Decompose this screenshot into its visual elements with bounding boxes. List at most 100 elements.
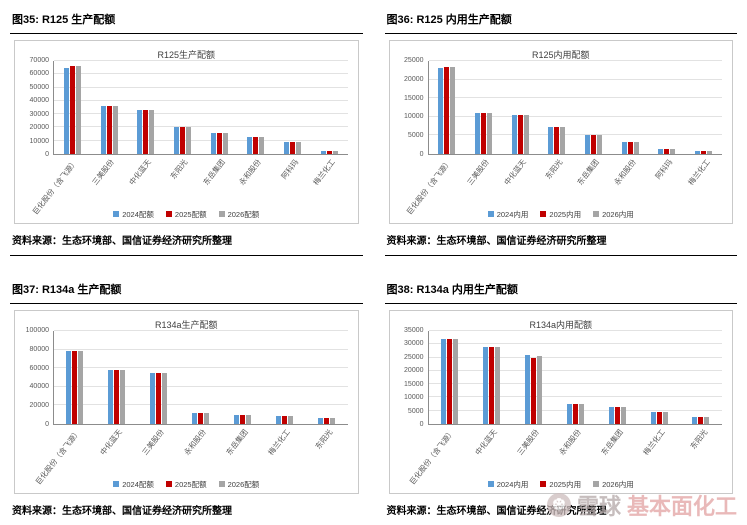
legend-item: 2026内用 — [593, 209, 634, 220]
legend: 2024内用 2025内用 2026内用 — [390, 475, 733, 493]
bar — [704, 417, 710, 424]
bar — [317, 418, 323, 424]
y-tick-label: 50000 — [29, 83, 49, 91]
bar — [536, 356, 542, 424]
x-row: 巨化股份（含飞源） 三美股份 中化蓝天 东阳光 东岳集团 永和股份 阿科玛 梅兰化工 — [19, 155, 348, 217]
bar — [204, 412, 210, 424]
y-tick-label: 25000 — [404, 353, 424, 361]
x-label-cell: 三美股份 — [512, 425, 554, 475]
bar-group — [54, 331, 96, 424]
bar-group — [127, 61, 164, 154]
figure-38: 图38: R134a 内用生产配额 R134a内用配额 0 5000 10000 15… — [384, 278, 737, 525]
figure-heading: 图36: R125 内用生产配额 — [384, 8, 737, 34]
legend-item: 2024配额 — [113, 479, 154, 490]
plot-area — [53, 330, 348, 425]
bar — [517, 114, 523, 154]
x-tick-label: 阿科玛 — [653, 157, 675, 181]
x-label-cell: 巨化股份（含飞源） — [408, 425, 470, 487]
bar — [329, 418, 335, 424]
bar-group — [638, 331, 680, 424]
bar-groups — [429, 331, 723, 424]
bar-group — [237, 61, 274, 154]
bar — [482, 346, 488, 424]
legend-label: 2024内用 — [496, 479, 529, 489]
x-tick-label: 东阳光 — [313, 427, 335, 451]
y-tick-label: 15000 — [404, 94, 424, 102]
bar — [664, 149, 670, 154]
legend-label: 2025内用 — [549, 479, 582, 489]
plot-row: 0 10000 20000 30000 40000 50000 60000 70000 — [19, 57, 348, 158]
bar — [444, 66, 450, 154]
y-tick-label: 15000 — [404, 380, 424, 388]
gridline — [54, 367, 348, 369]
x-label-cell: 三美股份 — [90, 155, 127, 205]
bar-group — [306, 331, 348, 424]
y-tick-label: 70000 — [29, 57, 49, 64]
bar-groups — [54, 61, 348, 154]
bar — [112, 106, 118, 154]
bar-group — [596, 331, 638, 424]
x-label-cell: 东岳集团 — [596, 425, 638, 475]
bar — [627, 142, 633, 154]
plot-area — [427, 60, 722, 155]
bar — [487, 113, 493, 154]
bar-group — [180, 331, 222, 424]
gridline — [54, 99, 348, 101]
bar-group — [264, 331, 306, 424]
legend-swatch — [113, 481, 120, 487]
x-label-cell: 永和股份 — [554, 425, 596, 475]
x-label-cell: 东岳集团 — [221, 425, 263, 475]
bar — [494, 346, 500, 424]
gridline — [54, 330, 348, 331]
legend-item: 2024内用 — [487, 479, 529, 490]
x-label-cell: 三美股份 — [137, 425, 179, 475]
chart-title: R125生产配额 — [157, 50, 216, 60]
bar — [253, 137, 259, 154]
x-label-cell: 东阳光 — [538, 155, 575, 205]
bar — [276, 416, 282, 424]
bar — [566, 404, 572, 424]
gridline — [54, 60, 348, 61]
bar — [608, 406, 614, 424]
gridline — [54, 404, 348, 406]
bar — [481, 113, 487, 154]
y-tick-label: 0 — [419, 421, 424, 428]
bar-group — [512, 331, 554, 424]
bar-group — [54, 61, 91, 154]
gridline — [54, 385, 348, 387]
bar — [247, 137, 253, 154]
gridline — [428, 115, 722, 117]
legend-item: 2026配额 — [218, 479, 259, 490]
chart-body: 0 10000 20000 30000 40000 50000 60000 70000 巨化股… — [15, 57, 358, 217]
bar — [452, 338, 458, 424]
bar-group — [575, 61, 612, 154]
legend-swatch — [593, 211, 600, 217]
bar — [120, 370, 126, 424]
bar — [137, 110, 143, 154]
bar — [150, 372, 156, 424]
bar — [63, 67, 69, 154]
x-label-cell: 梅兰化工 — [263, 425, 305, 475]
bar — [585, 134, 591, 154]
bar — [658, 149, 664, 154]
bar-group — [222, 331, 264, 424]
x-label-cell: 阿科玛 — [648, 155, 685, 205]
source-line: 资料来源：生态环境部、国信证券经济研究所整理 — [384, 229, 737, 256]
y-axis: 0 20000 40000 60000 80000 100000 — [19, 327, 53, 428]
bar — [240, 415, 246, 424]
legend-label: 2024内用 — [496, 209, 529, 219]
x-label-cell: 中化蓝天 — [501, 155, 538, 205]
bar — [282, 416, 288, 424]
bar — [450, 66, 456, 154]
bar — [614, 406, 620, 424]
x-label-cell: 阿科玛 — [274, 155, 311, 205]
bar — [323, 418, 329, 424]
x-label-cell: 中化蓝天 — [95, 425, 137, 475]
x-label-cell: 永和股份 — [179, 425, 221, 475]
gridline — [428, 383, 722, 385]
y-tick-label: 0 — [45, 151, 49, 158]
bar — [162, 372, 168, 424]
y-tick-label: 40000 — [29, 383, 49, 391]
bar — [440, 338, 446, 424]
